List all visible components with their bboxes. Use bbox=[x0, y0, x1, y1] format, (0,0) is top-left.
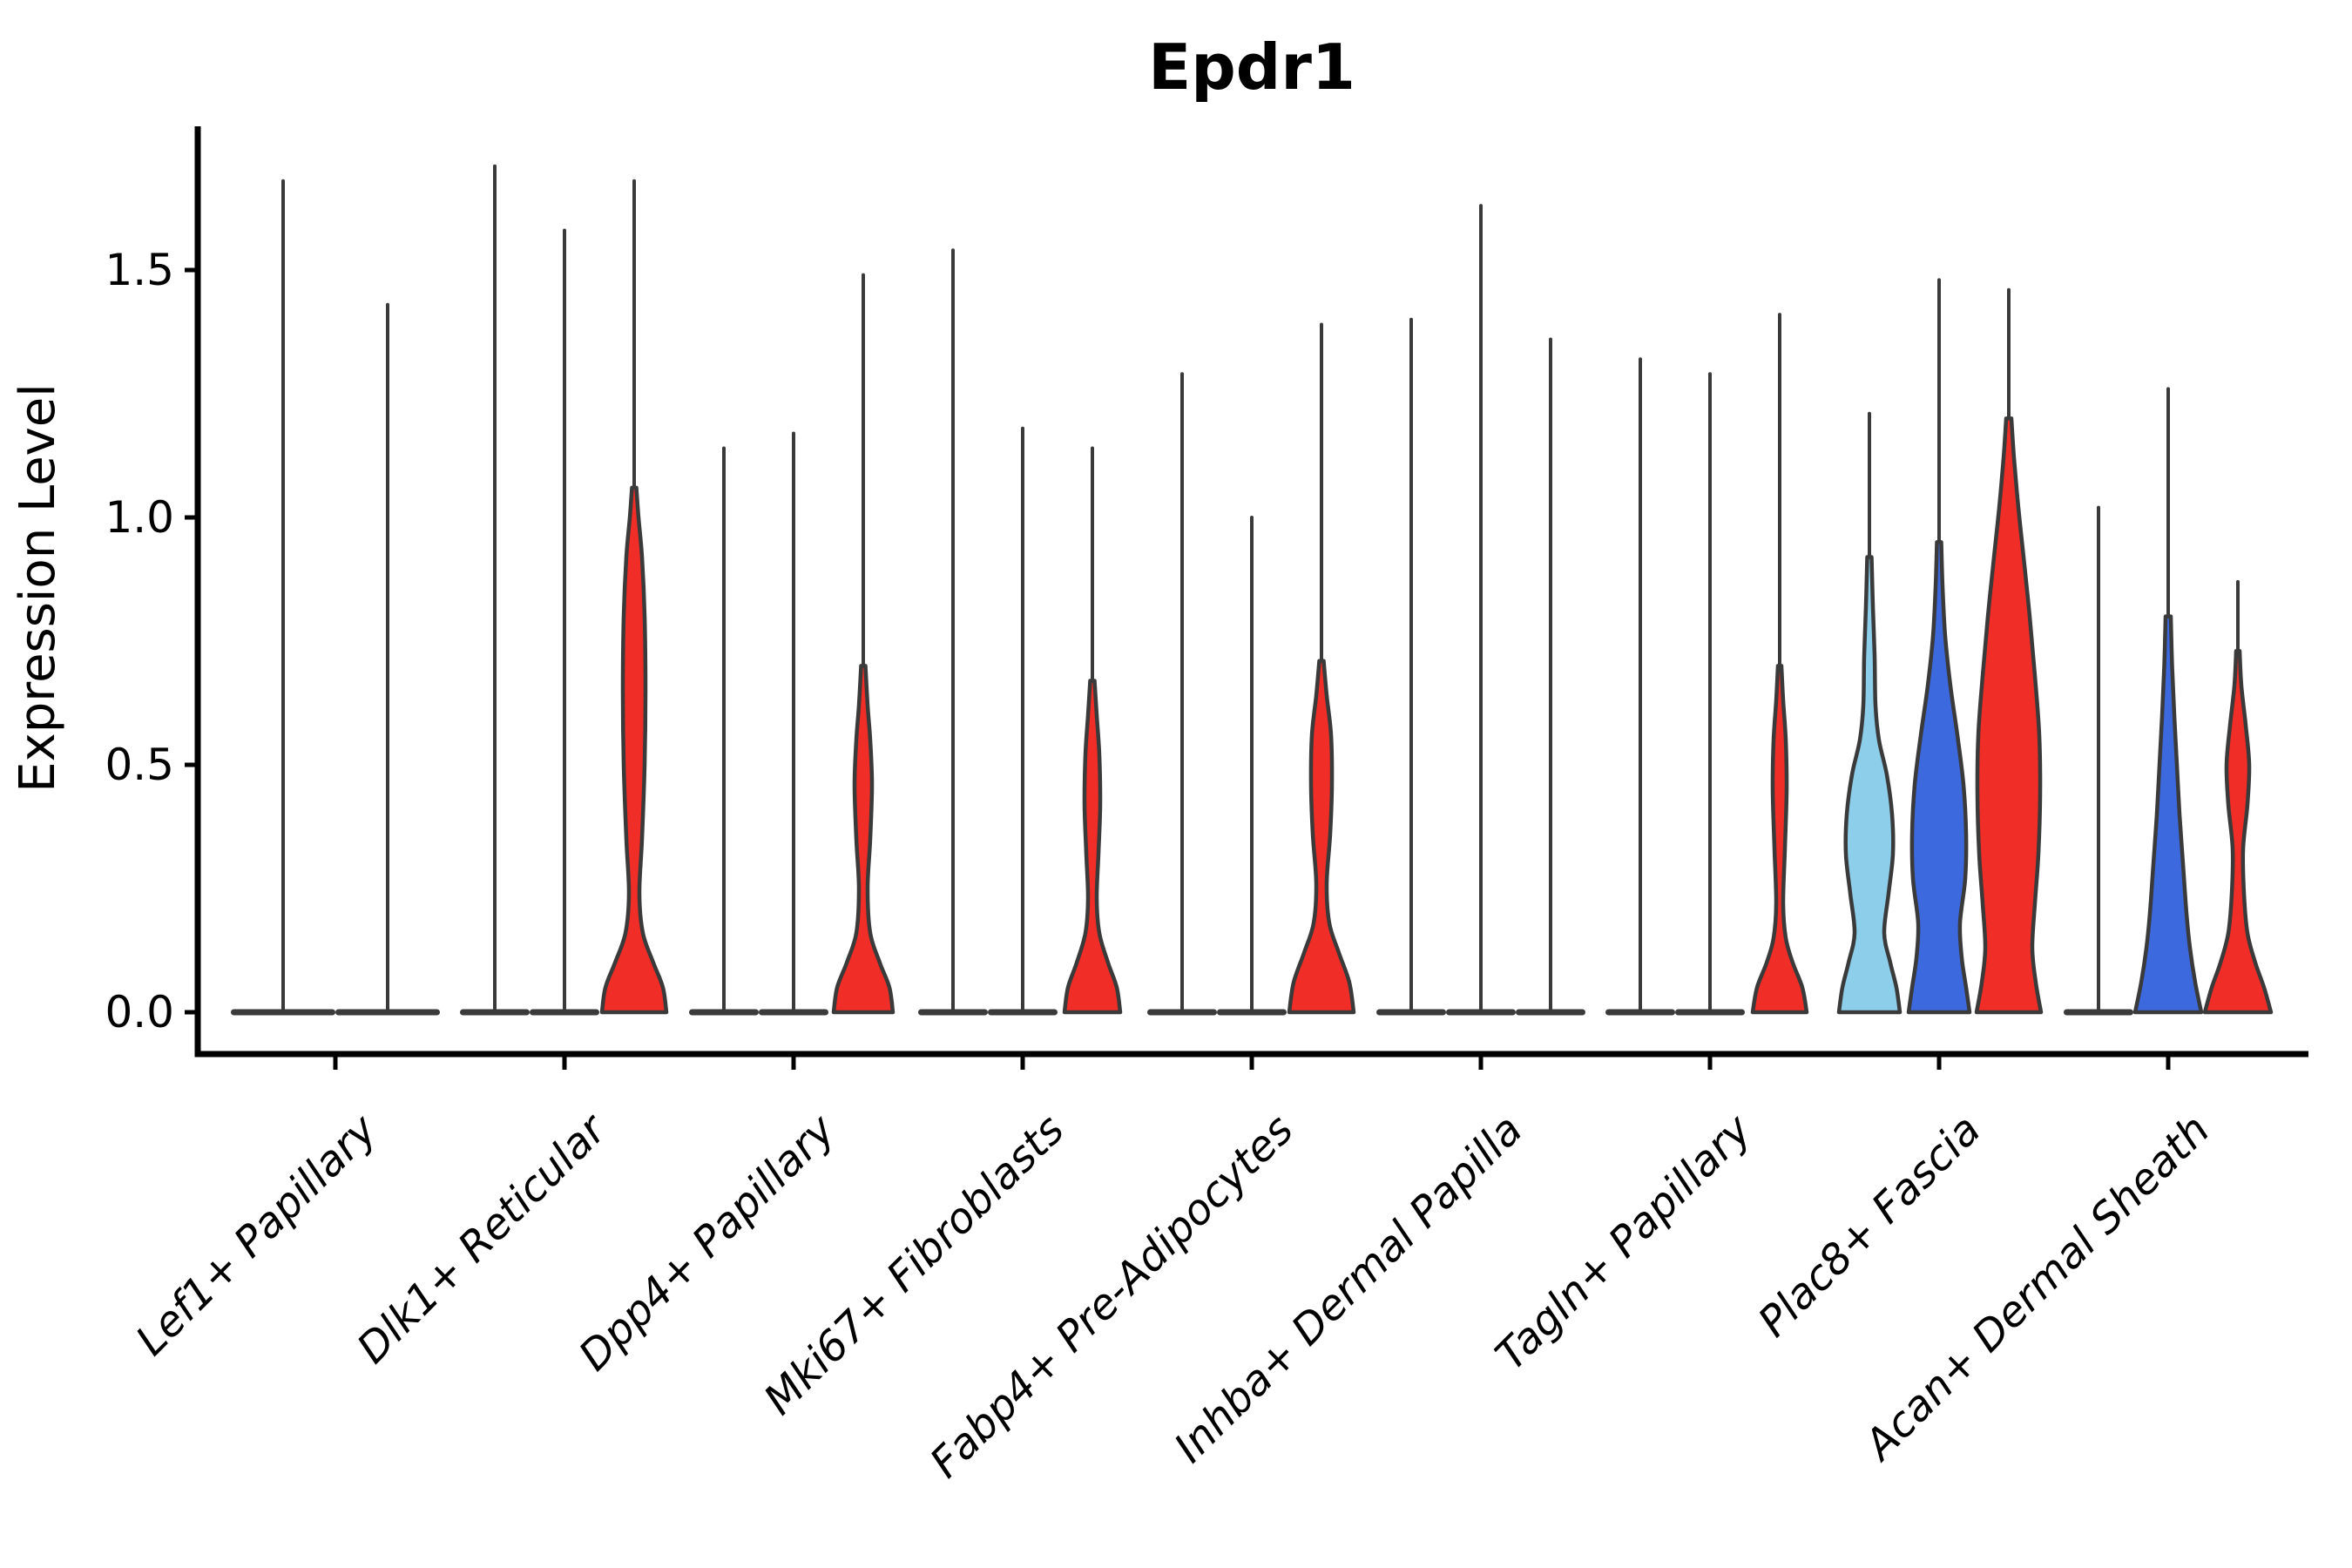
violin-flat-strip bbox=[335, 1009, 440, 1016]
violin-body-red bbox=[1062, 679, 1123, 1015]
violin-flat-strip bbox=[231, 1009, 335, 1016]
y-tick-label: 0.0 bbox=[105, 987, 174, 1037]
violin-body-red bbox=[1750, 664, 1809, 1015]
violin-flat-strip bbox=[1446, 1009, 1516, 1016]
violin-flat-strip bbox=[1217, 1009, 1287, 1016]
violin-flat-strip bbox=[1675, 1009, 1745, 1016]
violin-body-red bbox=[2202, 649, 2274, 1015]
x-tick-label: Tagln+ Papillary bbox=[1486, 1105, 1761, 1380]
violin-flat-strip bbox=[988, 1009, 1058, 1016]
x-tick-label: Fabp4+ Pre-Adipocytes bbox=[921, 1105, 1303, 1488]
violin-body-blue bbox=[2132, 614, 2204, 1015]
violin-flat-strip bbox=[759, 1009, 828, 1016]
x-tick-label: Dpp4+ Papillary bbox=[570, 1105, 845, 1380]
violin-body-red bbox=[599, 485, 669, 1015]
violin-flat-strip bbox=[918, 1009, 988, 1016]
violin-flat-strip bbox=[1605, 1009, 1675, 1016]
y-tick-label: 0.5 bbox=[105, 740, 174, 790]
violin-body-lightblue bbox=[1836, 555, 1903, 1015]
violin-flat-strip bbox=[460, 1009, 530, 1016]
x-tick-label: Plac8+ Fascia bbox=[1749, 1105, 1990, 1347]
violin-flat-strip bbox=[2064, 1009, 2133, 1016]
x-tick-label: Dlk1+ Reticular bbox=[348, 1104, 618, 1374]
violin-flat-strip bbox=[1516, 1009, 1585, 1016]
y-axis-title: Expression Level bbox=[10, 383, 66, 793]
chart-title: Epdr1 bbox=[1148, 30, 1355, 104]
y-tick-label: 1.0 bbox=[105, 492, 174, 543]
violin-body-blue bbox=[1906, 540, 1972, 1015]
y-tick-label: 1.5 bbox=[105, 245, 174, 295]
violin-body-red bbox=[831, 664, 896, 1015]
violin-flat-strip bbox=[530, 1009, 599, 1016]
x-tick-label: Lef1+ Papillary bbox=[126, 1105, 387, 1365]
violin-flat-strip bbox=[1376, 1009, 1446, 1016]
violin-flat-strip bbox=[1147, 1009, 1217, 1016]
violin-body-red bbox=[1974, 416, 2044, 1015]
violin-body-red bbox=[1287, 659, 1356, 1015]
violin-flat-strip bbox=[689, 1009, 759, 1016]
